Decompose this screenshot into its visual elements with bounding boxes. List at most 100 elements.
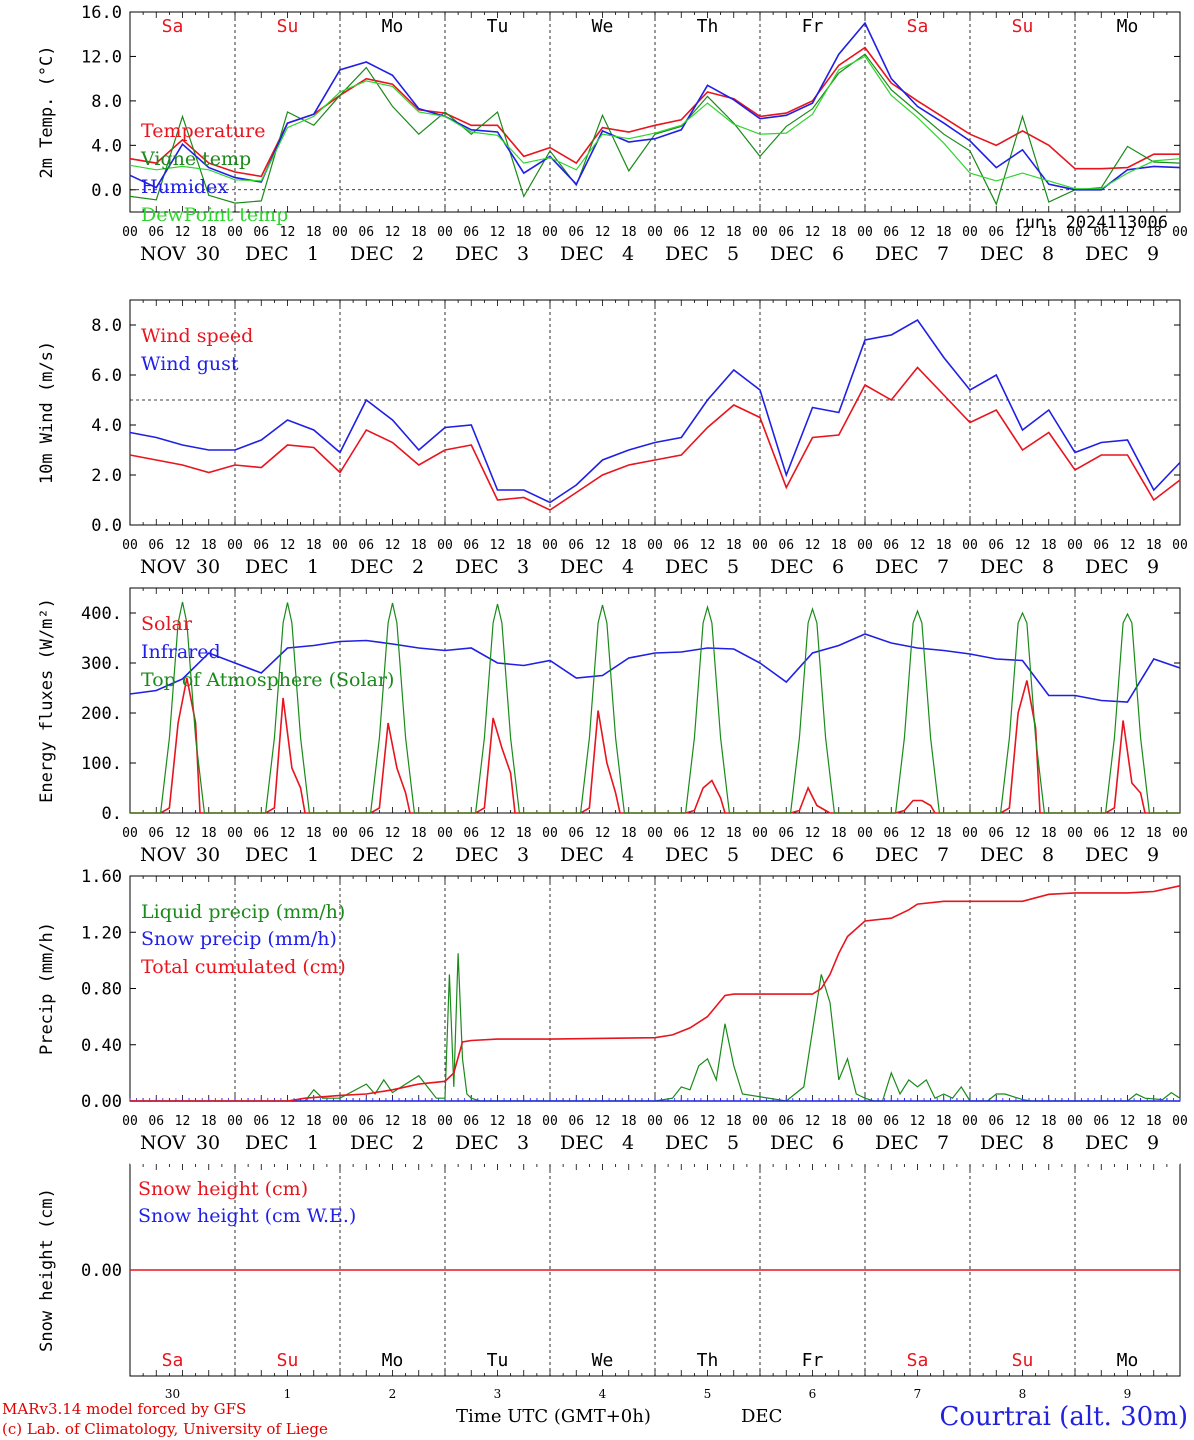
hour-tick-label: 12	[910, 538, 926, 553]
hour-tick-label: 12	[175, 225, 191, 240]
day-of-week-label: We	[592, 16, 614, 37]
day-of-week-label: Fr	[802, 16, 824, 37]
hour-tick-label: 12	[1120, 225, 1136, 240]
y-tick-label: 0.40	[81, 1036, 122, 1056]
hour-tick-label: 06	[463, 826, 479, 841]
hour-tick-label: 12	[1015, 1114, 1031, 1129]
legend-entry: DewPoint temp	[141, 204, 288, 226]
y-tick-label: 4.0	[91, 416, 122, 436]
hour-tick-label: 00	[542, 826, 558, 841]
date-month-label: DEC	[875, 1132, 919, 1154]
hour-tick-label: 18	[306, 826, 322, 841]
date-month-label: DEC	[560, 1132, 604, 1154]
date-month-label: DEC	[560, 556, 604, 578]
date-day-label: 5	[727, 556, 739, 578]
hour-tick-label: 12	[595, 538, 611, 553]
date-day-label: 7	[937, 556, 949, 578]
hour-tick-label: 18	[831, 826, 847, 841]
date-month-label: DEC	[875, 243, 919, 265]
date-day-label: 7	[937, 243, 949, 265]
hour-tick-label: 12	[175, 1114, 191, 1129]
hour-tick-label: 00	[857, 225, 873, 240]
date-month-label: DEC	[770, 556, 814, 578]
legend-entry: Solar	[141, 613, 193, 635]
hour-tick-label: 12	[490, 538, 506, 553]
bottom-day-number: 6	[809, 1387, 817, 1401]
hour-tick-label: 18	[1041, 1114, 1057, 1129]
hour-tick-label: 06	[1093, 538, 1109, 553]
hour-tick-label: 12	[175, 538, 191, 553]
hour-tick-label: 12	[805, 1114, 821, 1129]
hour-tick-label: 12	[490, 1114, 506, 1129]
hour-tick-label: 12	[700, 538, 716, 553]
date-day-label: 4	[622, 556, 634, 578]
hour-tick-label: 18	[936, 1114, 952, 1129]
date-day-label: 7	[937, 1132, 949, 1154]
date-day-label: 9	[1147, 243, 1159, 265]
hour-tick-label: 06	[253, 826, 269, 841]
date-day-label: 2	[412, 844, 424, 866]
y-tick-label: 2.0	[91, 466, 122, 486]
hour-tick-label: 18	[201, 826, 217, 841]
date-day-label: 2	[412, 243, 424, 265]
hour-tick-label: 12	[385, 1114, 401, 1129]
hour-tick-label: 12	[595, 826, 611, 841]
y-tick-label: 16.0	[81, 3, 122, 23]
bottom-day-number: 8	[1019, 1387, 1027, 1401]
hour-tick-label: 00	[962, 225, 978, 240]
day-of-week-label: Fr	[802, 1350, 824, 1371]
day-of-week-label: Mo	[1117, 1350, 1139, 1371]
legend-entry: Liquid precip (mm/h)	[141, 901, 345, 923]
date-month-label: DEC	[350, 844, 394, 866]
legend-entry: Wind speed	[141, 325, 253, 347]
hour-tick-label: 18	[411, 538, 427, 553]
date-month-label: DEC	[350, 243, 394, 265]
date-month-label: NOV	[140, 243, 186, 265]
hour-tick-label: 12	[280, 538, 296, 553]
y-tick-label: 0.00	[81, 1092, 122, 1112]
date-month-label: DEC	[770, 1132, 814, 1154]
hour-tick-label: 12	[805, 538, 821, 553]
hour-tick-label: 06	[778, 538, 794, 553]
panel-2: 0.0 2.0 4.0 6.0 8.0 10m Wind (m/s) Wind speed W…	[37, 299, 1188, 578]
day-of-week-label: Sa	[162, 16, 184, 37]
hour-tick-label: 06	[778, 225, 794, 240]
hour-tick-label: 12	[1120, 826, 1136, 841]
hour-tick-label: 00	[227, 1114, 243, 1129]
date-day-label: 3	[517, 1132, 529, 1154]
date-month-label: DEC	[665, 243, 709, 265]
panel-5: 0.00 Snow height (cm) Snow height (cm) Snow…	[37, 1163, 1181, 1401]
day-of-week-label: Th	[697, 16, 719, 37]
hour-tick-label: 00	[1067, 225, 1083, 240]
y-tick-label: 0.00	[81, 1261, 122, 1281]
hour-tick-label: 12	[700, 225, 716, 240]
hour-tick-label: 06	[883, 1114, 899, 1129]
plot-frame	[129, 299, 1181, 526]
day-of-week-label: Mo	[1117, 16, 1139, 37]
date-month-label: DEC	[1085, 844, 1129, 866]
date-month-label: NOV	[140, 556, 186, 578]
hour-tick-label: 06	[988, 225, 1004, 240]
hour-tick-label: 18	[201, 1114, 217, 1129]
hour-tick-label: 00	[647, 538, 663, 553]
time-axis-label: Time UTC (GMT+0h)	[456, 1406, 651, 1427]
hour-tick-label: 06	[568, 1114, 584, 1129]
hour-tick-label: 12	[175, 826, 191, 841]
hour-tick-label: 06	[358, 538, 374, 553]
date-month-label: DEC	[980, 556, 1024, 578]
hour-tick-label: 18	[726, 826, 742, 841]
hour-tick-label: 00	[122, 225, 138, 240]
day-of-week-label: Mo	[382, 1350, 404, 1371]
hour-tick-label: 06	[253, 225, 269, 240]
hour-tick-label: 00	[542, 538, 558, 553]
day-of-week-label: Tu	[487, 1350, 509, 1371]
hour-tick-label: 00	[332, 225, 348, 240]
date-day-label: 9	[1147, 556, 1159, 578]
hour-tick-label: 18	[621, 538, 637, 553]
legend-entry: Vigne temp	[140, 148, 251, 170]
date-day-label: 30	[196, 844, 220, 866]
month-label: DEC	[741, 1406, 783, 1427]
hour-tick-label: 06	[778, 1114, 794, 1129]
hour-tick-label: 12	[280, 225, 296, 240]
hour-tick-label: 00	[962, 1114, 978, 1129]
